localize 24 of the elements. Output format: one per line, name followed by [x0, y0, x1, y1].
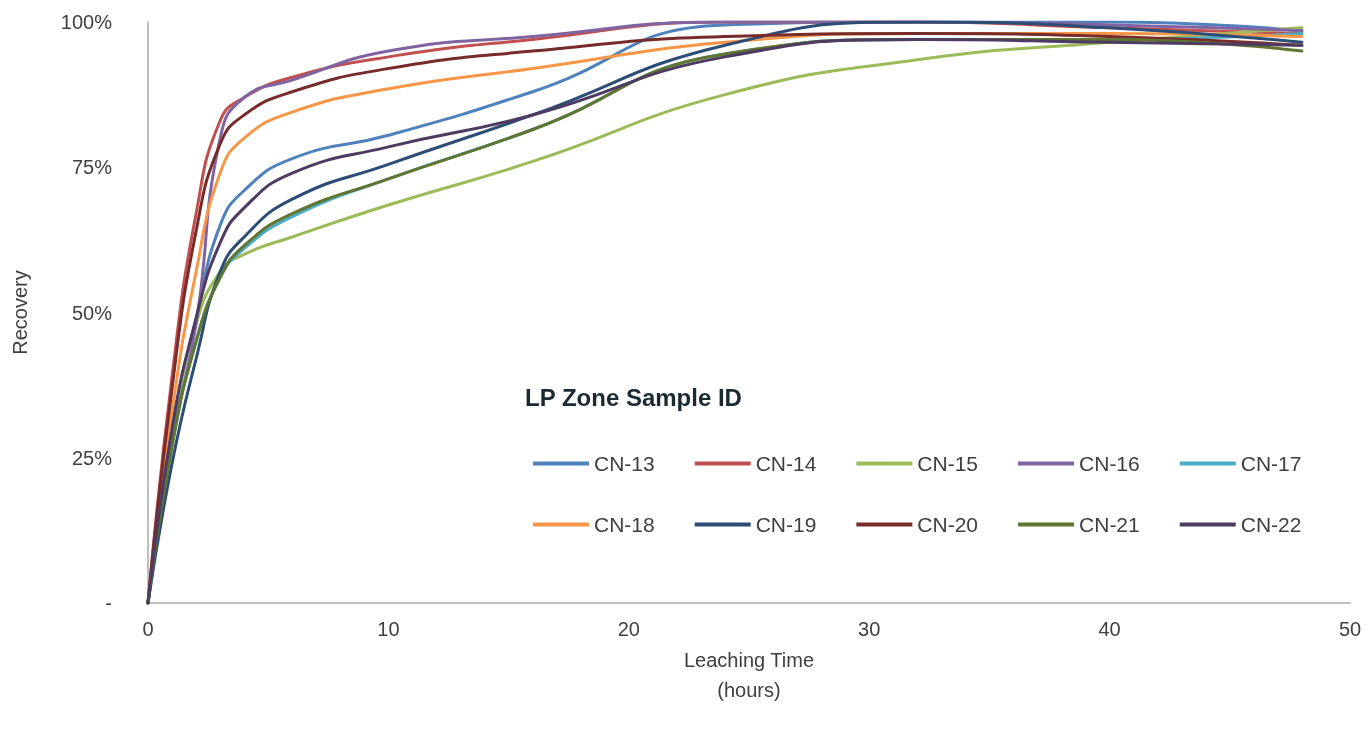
- legend-label: CN-22: [1240, 513, 1302, 536]
- legend-title: LP Zone Sample ID: [525, 383, 742, 411]
- legend-label: CN-17: [1240, 452, 1302, 475]
- x-tick-label: 40: [1098, 618, 1121, 640]
- x-axis-title: Leaching Time (hours): [683, 649, 815, 701]
- legend-label: CN-13: [594, 452, 655, 475]
- x-tick-label: 20: [617, 618, 640, 640]
- legend-label: CN-16: [1079, 452, 1140, 475]
- legend-label: CN-21: [1079, 513, 1140, 536]
- y-tick-label: 75%: [71, 156, 113, 179]
- x-tick-label: 50: [1338, 618, 1362, 640]
- y-axis-title: Recovery: [9, 270, 31, 355]
- legend-label: CN-18: [594, 513, 655, 536]
- x-tick-label: 10: [377, 618, 400, 640]
- y-tick-label: -: [105, 592, 112, 614]
- legend-label: CN-14: [755, 452, 817, 475]
- legend-label: CN-19: [755, 513, 817, 536]
- legend-label: CN-20: [917, 513, 979, 536]
- y-tick-label: 25%: [71, 446, 113, 469]
- y-tick-label: 50%: [71, 301, 113, 324]
- y-tick-label: 100%: [60, 11, 113, 33]
- legend-label: CN-15: [917, 452, 979, 475]
- x-tick-label: 0: [142, 618, 154, 640]
- x-tick-label: 30: [858, 618, 881, 640]
